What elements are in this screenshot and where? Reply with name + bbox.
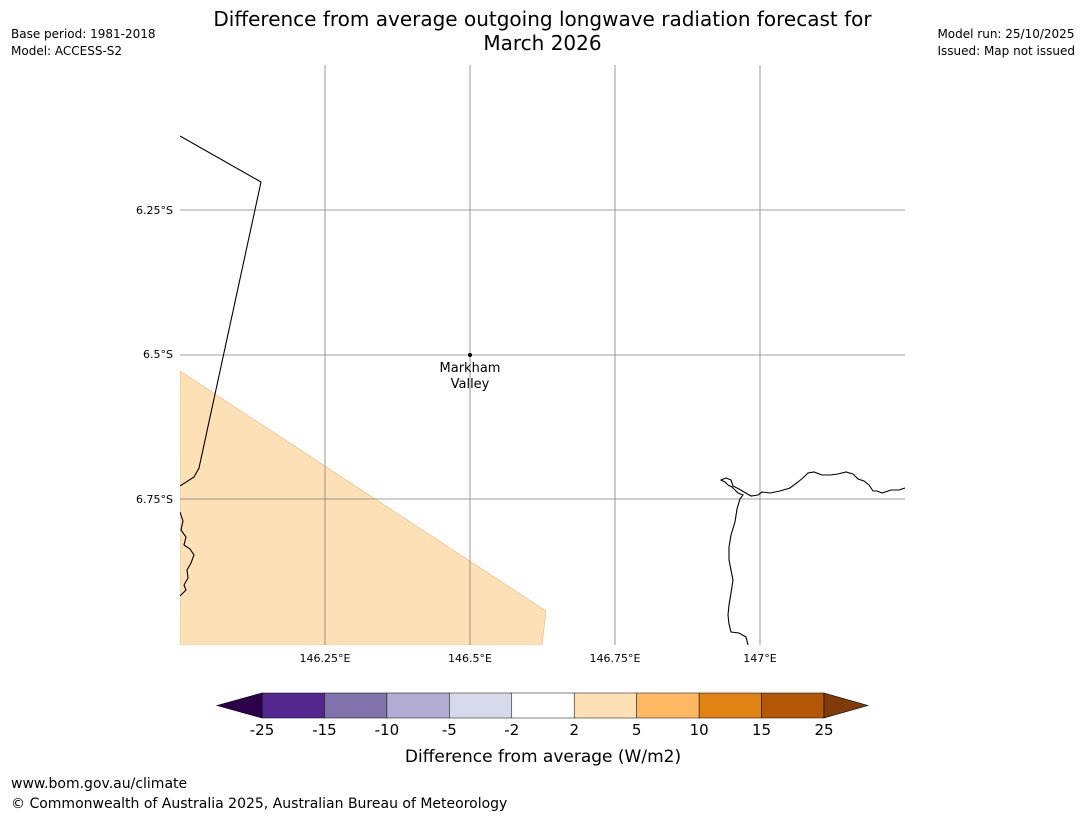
colorbar-label: Difference from average (W/m2) <box>405 747 681 767</box>
markham-valley-marker[interactable] <box>468 353 472 357</box>
colorbar-tick-label: 2 <box>569 721 579 739</box>
colorbar-segment-1 <box>324 692 388 719</box>
colorbar-segment-3 <box>449 692 513 719</box>
colorbar-segment-7 <box>698 692 762 719</box>
colorbar-tick-label: -25 <box>250 721 275 739</box>
footer-copyright: © Commonwealth of Australia 2025, Austra… <box>11 796 508 812</box>
meta-right: Model run: 25/10/2025 Issued: Map not is… <box>937 26 1075 60</box>
lon-label-147: 147°E <box>743 652 776 665</box>
meta-left: Base period: 1981-2018 Model: ACCESS-S2 <box>11 26 156 60</box>
colorbar-tick-label: 15 <box>752 721 771 739</box>
place-label-line-2: Valley <box>451 377 490 392</box>
map-title: Difference from average outgoing longwav… <box>150 7 935 55</box>
colorbar-tick-label: 10 <box>690 721 709 739</box>
model-name: Model: ACCESS-S2 <box>11 44 123 58</box>
colorbar-tick-label: 5 <box>632 721 642 739</box>
footer-url[interactable]: www.bom.gov.au/climate <box>11 776 188 792</box>
province-boundary <box>180 135 262 487</box>
lon-label-146-25: 146.25°E <box>300 652 351 665</box>
place-label-line-1: Markham <box>440 361 501 376</box>
colorbar-segment-8 <box>761 692 825 719</box>
base-period: Base period: 1981-2018 <box>11 27 156 41</box>
title-line-2: March 2026 <box>483 31 602 55</box>
colorbar-tick-label: 25 <box>814 721 833 739</box>
map-panel[interactable]: Markham Valley 6.25°S 6.5°S 6.75°S 146.2… <box>0 0 1085 680</box>
colorbar-tick-label: -15 <box>312 721 337 739</box>
colorbar-extend-high <box>823 692 870 719</box>
coastline-west <box>180 511 195 597</box>
colorbar-segment-6 <box>636 692 700 719</box>
colorbar-segment-2 <box>386 692 450 719</box>
coastline-east <box>719 471 905 645</box>
issued-status: Issued: Map not issued <box>937 44 1075 58</box>
anomaly-region <box>180 370 547 645</box>
colorbar-segment-5 <box>573 692 637 719</box>
lon-label-146-75: 146.75°E <box>590 652 641 665</box>
lat-label-6-5: 6.5°S <box>143 348 173 361</box>
colorbar-tick-label: -5 <box>442 721 457 739</box>
colorbar-segment-0 <box>261 692 325 719</box>
colorbar-tick-label: -2 <box>504 721 519 739</box>
graticule <box>180 65 905 645</box>
colorbar-extend-low <box>215 692 263 719</box>
lat-label-6-25: 6.25°S <box>136 204 173 217</box>
colorbar-tick-label: -10 <box>375 721 400 739</box>
model-run: Model run: 25/10/2025 <box>937 27 1075 41</box>
lat-label-6-75: 6.75°S <box>136 493 173 506</box>
lon-label-146-5: 146.5°E <box>448 652 492 665</box>
title-line-1: Difference from average outgoing longwav… <box>213 7 872 31</box>
colorbar-segment-4 <box>511 692 575 719</box>
